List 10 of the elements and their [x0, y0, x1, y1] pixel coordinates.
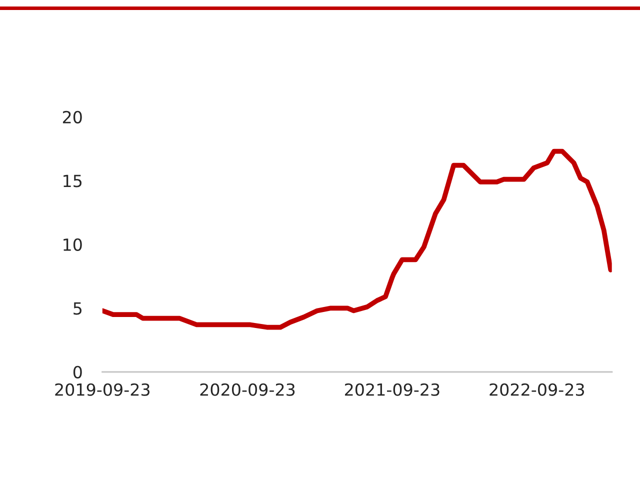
y-tick-label: 15 — [64, 174, 82, 188]
y-tick-label: 10 — [64, 238, 82, 251]
x-tick-label: 2020-09-23 — [200, 383, 295, 396]
y-tick-label: 20 — [62, 110, 82, 124]
line-series — [102, 148, 612, 330]
x-tick-label: 2022-09-23 — [490, 383, 584, 396]
x-tick-label: 2021-09-23 — [345, 383, 440, 396]
y-tick-label: 5 — [74, 302, 82, 315]
x-tick-label: 2019-09-23 — [55, 383, 150, 396]
y-tick-label: 0 — [73, 366, 82, 378]
